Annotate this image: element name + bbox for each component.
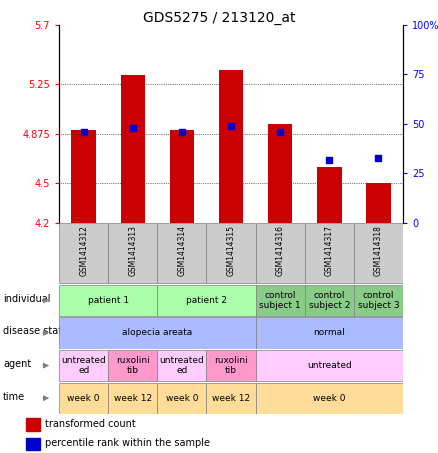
Text: control
subject 3: control subject 3: [357, 291, 399, 310]
Point: [80, 128, 87, 135]
Bar: [366, 183, 391, 223]
Bar: [256, 284, 305, 316]
Bar: [268, 124, 293, 223]
Bar: [120, 75, 145, 223]
Text: week 0: week 0: [313, 394, 346, 403]
Text: ruxolini
tib: ruxolini tib: [116, 356, 150, 375]
Bar: [206, 382, 256, 414]
Point: [326, 156, 333, 163]
Bar: [354, 223, 403, 284]
Text: control
subject 2: control subject 2: [308, 291, 350, 310]
Bar: [59, 382, 108, 414]
Text: ruxolini
tib: ruxolini tib: [214, 356, 248, 375]
Text: GDS5275 / 213120_at: GDS5275 / 213120_at: [143, 11, 295, 25]
Bar: [305, 284, 354, 316]
Point: [178, 128, 185, 135]
Text: untreated
ed: untreated ed: [61, 356, 106, 375]
Bar: [256, 382, 403, 414]
Bar: [219, 70, 244, 223]
Text: patient 2: patient 2: [186, 296, 227, 305]
Bar: [157, 284, 256, 316]
Text: patient 1: patient 1: [88, 296, 129, 305]
Text: GSM1414318: GSM1414318: [374, 225, 383, 275]
Text: individual: individual: [3, 294, 50, 304]
Point: [228, 122, 235, 130]
Point: [375, 154, 382, 161]
Bar: [157, 382, 206, 414]
Bar: [59, 284, 157, 316]
Text: GSM1414314: GSM1414314: [177, 225, 187, 276]
Text: GSM1414315: GSM1414315: [226, 225, 236, 276]
Text: GSM1414316: GSM1414316: [276, 225, 285, 276]
Text: transformed count: transformed count: [45, 419, 135, 429]
Text: week 12: week 12: [114, 394, 152, 403]
Text: GSM1414317: GSM1414317: [325, 225, 334, 276]
Text: GSM1414312: GSM1414312: [79, 225, 88, 275]
Bar: [354, 284, 403, 316]
Text: time: time: [3, 391, 25, 401]
Bar: [256, 317, 403, 349]
Bar: [157, 223, 206, 284]
Text: percentile rank within the sample: percentile rank within the sample: [45, 439, 209, 448]
Text: alopecia areata: alopecia areata: [122, 328, 192, 337]
Bar: [305, 223, 354, 284]
Text: control
subject 1: control subject 1: [259, 291, 301, 310]
Bar: [256, 223, 305, 284]
Bar: [256, 350, 403, 381]
Bar: [157, 350, 206, 381]
Bar: [25, 419, 40, 431]
Bar: [59, 223, 108, 284]
Text: week 0: week 0: [67, 394, 100, 403]
Bar: [170, 130, 194, 223]
Bar: [108, 382, 157, 414]
Point: [277, 128, 284, 135]
Text: agent: agent: [3, 359, 31, 369]
Bar: [25, 438, 40, 450]
Bar: [317, 168, 342, 223]
Bar: [206, 223, 256, 284]
Text: normal: normal: [314, 328, 345, 337]
Bar: [108, 223, 157, 284]
Text: untreated: untreated: [307, 361, 352, 370]
Bar: [59, 350, 108, 381]
Text: week 0: week 0: [166, 394, 198, 403]
Bar: [59, 317, 256, 349]
Text: week 12: week 12: [212, 394, 250, 403]
Bar: [206, 350, 256, 381]
Text: untreated
ed: untreated ed: [159, 356, 204, 375]
Text: GSM1414313: GSM1414313: [128, 225, 137, 276]
Text: disease state: disease state: [3, 326, 68, 336]
Bar: [71, 130, 96, 223]
Bar: [108, 350, 157, 381]
Point: [129, 124, 136, 131]
